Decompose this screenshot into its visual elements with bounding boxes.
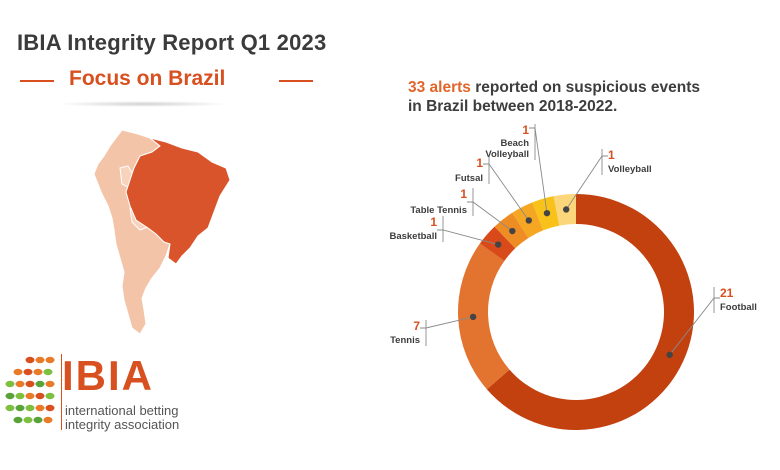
logo-dot xyxy=(45,356,55,364)
brazil-shape xyxy=(125,137,231,265)
slice-value-label: 1 xyxy=(522,123,529,137)
slice-category-label: Volleyball xyxy=(608,164,652,175)
logo-dot xyxy=(13,416,23,424)
slice-category-label: Football xyxy=(720,302,757,313)
slice-tennis xyxy=(458,243,510,390)
slice-marker-dot xyxy=(509,227,516,235)
slice-value-label: 7 xyxy=(413,319,420,333)
slice-marker-dot xyxy=(494,241,502,248)
chart-headline: 33 alerts reported on suspicious events … xyxy=(408,78,700,116)
ibia-logo-dots-icon xyxy=(5,356,55,424)
slice-marker-dot xyxy=(563,206,570,213)
logo-dot xyxy=(45,392,55,400)
slice-marker-dot xyxy=(469,313,477,321)
slice-category-label: Volleyball xyxy=(485,149,529,160)
headline-text-1: reported on suspicious events xyxy=(470,79,701,96)
logo-line-2: integrity association xyxy=(65,417,180,432)
slice-football xyxy=(486,194,694,430)
south-america-map-icon xyxy=(93,129,231,335)
logo-dot xyxy=(5,392,15,400)
logo-divider xyxy=(61,354,62,430)
logo-dot xyxy=(35,392,45,400)
slice-category-label: Futsal xyxy=(455,173,483,184)
subtitle-banner: Focus on Brazil xyxy=(17,66,313,94)
slice-marker-dot xyxy=(525,217,533,224)
slice-category-label: Table Tennis xyxy=(410,205,467,216)
headline-highlight: 33 alerts xyxy=(408,79,471,96)
subtitle: Focus on Brazil xyxy=(69,67,226,90)
logo-dot xyxy=(15,380,25,388)
logo-dot xyxy=(25,356,35,364)
logo-dot xyxy=(5,380,15,388)
report-title: IBIA Integrity Report Q1 2023 xyxy=(17,30,327,55)
slice-value-label: 1 xyxy=(430,215,437,229)
logo-dot xyxy=(35,380,45,388)
slice-category-label: Basketball xyxy=(389,231,437,242)
subtitle-rule-right xyxy=(279,80,313,82)
logo-dot xyxy=(5,404,15,412)
logo-dot xyxy=(35,404,45,412)
subtitle-rule-left xyxy=(20,80,54,82)
slice-value-label: 1 xyxy=(476,156,483,170)
logo-dot xyxy=(23,368,33,376)
slice-category-label: Beach xyxy=(500,138,529,149)
headline-text-2: in Brazil between 2018-2022. xyxy=(408,98,618,115)
logo-dot xyxy=(33,416,43,424)
label-volleyball: 1 Volleyball xyxy=(563,148,652,213)
slice-category-label: Tennis xyxy=(390,335,420,346)
subtitle-shadow xyxy=(55,101,230,107)
logo-dot xyxy=(23,416,33,424)
logo-dot xyxy=(33,368,43,376)
logo-dot xyxy=(45,380,55,388)
logo-dot xyxy=(43,416,53,424)
label-tennis: 7 Tennis xyxy=(390,313,477,346)
logo-dot xyxy=(45,404,55,412)
logo-name: IBIA xyxy=(62,352,154,399)
logo-dot xyxy=(15,392,25,400)
label-futsal: 1 Futsal xyxy=(455,156,533,224)
slice-marker-dot xyxy=(543,209,551,217)
logo-dot xyxy=(13,368,23,376)
label-football: 21 Football xyxy=(666,286,757,358)
slice-value-label: 1 xyxy=(608,148,615,162)
logo-line-1: international betting xyxy=(65,403,179,418)
logo-dot xyxy=(43,368,53,376)
logo-dot xyxy=(35,356,45,364)
logo-dot xyxy=(15,404,25,412)
label-basketball: 1 Basketball xyxy=(389,215,502,248)
slice-marker-dot xyxy=(666,351,673,358)
slice-value-label: 21 xyxy=(720,286,734,300)
slice-value-label: 1 xyxy=(460,187,467,201)
logo-dot xyxy=(25,392,35,400)
logo-dot xyxy=(25,404,35,412)
logo-dot xyxy=(25,380,35,388)
